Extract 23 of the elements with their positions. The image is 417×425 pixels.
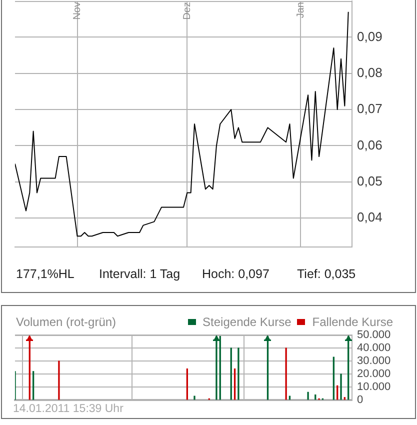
y-tick-label: 30.000 bbox=[357, 355, 391, 368]
y-tick-label: 0,07 bbox=[357, 101, 382, 116]
text: Hoch: 0,097 bbox=[202, 267, 270, 281]
x-tick-label: Nov bbox=[72, 2, 84, 20]
y-tick-label: 40.000 bbox=[357, 342, 391, 354]
legend-label: Steigende Kurse bbox=[202, 315, 292, 329]
text: Tief: 0,035 bbox=[297, 267, 356, 281]
y-tick-label: 50.000 bbox=[357, 329, 391, 342]
text: 177,1%HL bbox=[16, 267, 74, 281]
chart-title: Volumen (rot-grün) bbox=[16, 315, 116, 329]
y-tick-label: 0,04 bbox=[357, 210, 382, 225]
y-tick-label: 10.000 bbox=[357, 381, 391, 394]
x-tick-label: Dez bbox=[182, 2, 193, 20]
y-tick-label: 20.000 bbox=[357, 368, 391, 380]
y-tick-label: 0,05 bbox=[357, 173, 382, 188]
y-tick-label: 0 bbox=[357, 394, 364, 406]
y-tick-label: 0,08 bbox=[357, 64, 382, 80]
y-tick-label: 0,06 bbox=[357, 137, 382, 152]
x-tick-label: Jan bbox=[295, 2, 306, 18]
text: 14.01.2011 15:39 Uhr bbox=[13, 403, 124, 416]
y-tick-label: 0,09 bbox=[357, 28, 382, 44]
text: Intervall: 1 Tag bbox=[99, 267, 180, 281]
legend-label: Fallende Kurse bbox=[312, 315, 393, 329]
